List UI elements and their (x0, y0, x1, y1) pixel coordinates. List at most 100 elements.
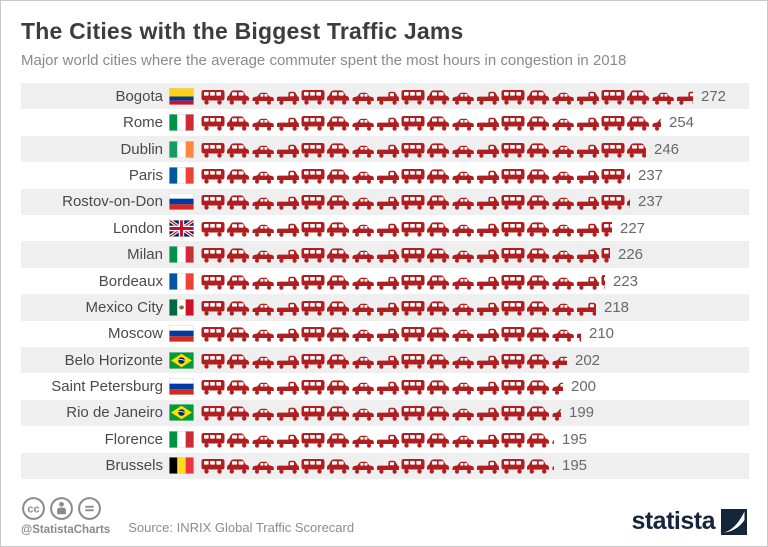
car-icon (301, 431, 325, 448)
car-pictogram-bar (201, 167, 630, 184)
chart-row: Brussels 195 (21, 452, 749, 479)
car-icon (476, 167, 500, 184)
car-icon (601, 220, 612, 237)
car-icon (401, 431, 425, 448)
car-icon (201, 167, 225, 184)
car-icon (276, 431, 300, 448)
car-icon (401, 325, 425, 342)
car-icon (376, 167, 400, 184)
car-icon (326, 141, 350, 158)
car-icon (676, 88, 693, 105)
car-icon (376, 404, 400, 421)
car-icon (526, 141, 550, 158)
car-icon (326, 114, 350, 131)
car-icon (376, 431, 400, 448)
car-pictogram-bar (201, 325, 581, 342)
value-label: 254 (669, 114, 695, 132)
car-icon (476, 193, 500, 210)
car-icon (426, 299, 450, 316)
car-icon (226, 167, 250, 184)
chart-row: Dublin 246 (21, 135, 749, 163)
car-icon (401, 220, 425, 237)
car-icon (251, 88, 275, 105)
car-icon (226, 141, 250, 158)
car-icon (276, 246, 300, 263)
chart-rows: Bogota 272 Rome 254 Dublin 246 Paris 237 Rostov-… (21, 83, 749, 479)
car-icon (451, 404, 475, 421)
car-icon (551, 299, 575, 316)
car-icon (351, 88, 375, 105)
car-icon (326, 193, 350, 210)
car-icon (451, 431, 475, 448)
chart-row: Paris 237 (21, 162, 749, 188)
car-icon (326, 431, 350, 448)
brazil-flag-icon (169, 404, 194, 422)
car-icon (551, 273, 575, 290)
car-icon (476, 88, 500, 105)
car-icon (251, 457, 275, 474)
car-icon (451, 88, 475, 105)
car-icon (251, 193, 275, 210)
brazil-flag-icon (169, 351, 194, 369)
car-icon (576, 88, 600, 105)
value-label: 218 (604, 298, 630, 316)
car-icon (201, 114, 225, 131)
car-pictogram-bar (201, 378, 563, 395)
car-icon (351, 378, 375, 395)
car-icon (576, 273, 600, 290)
car-icon (201, 404, 225, 421)
car-icon (551, 378, 563, 395)
car-icon (426, 193, 450, 210)
car-icon (276, 193, 300, 210)
car-icon (551, 325, 575, 342)
car-icon (576, 114, 600, 131)
car-icon (476, 114, 500, 131)
car-icon (426, 88, 450, 105)
city-label: Milan (127, 246, 163, 264)
car-icon (526, 299, 550, 316)
car-icon (226, 299, 250, 316)
car-icon (476, 352, 500, 369)
car-icon (376, 457, 400, 474)
car-icon (551, 114, 575, 131)
city-label: Bogota (115, 87, 163, 105)
svg-text:cc: cc (27, 503, 39, 515)
car-icon (326, 404, 350, 421)
car-icon (526, 114, 550, 131)
car-icon (476, 325, 500, 342)
car-icon (251, 141, 275, 158)
car-icon (576, 141, 600, 158)
cc-icon: cc (21, 496, 46, 521)
city-label: Rome (122, 114, 163, 132)
car-icon (301, 273, 325, 290)
car-icon (251, 431, 275, 448)
car-icon (551, 352, 567, 369)
car-icon (576, 193, 600, 210)
car-pictogram-bar (201, 457, 554, 474)
car-icon (526, 273, 550, 290)
car-icon (351, 246, 375, 263)
car-icon (626, 141, 646, 158)
car-icon (626, 167, 630, 184)
chart-row: Saint Petersburg 200 (21, 373, 749, 399)
car-icon (551, 431, 554, 448)
car-icon (401, 299, 425, 316)
value-label: 237 (638, 193, 664, 211)
car-icon (251, 378, 275, 395)
car-icon (626, 193, 630, 210)
italy-flag-icon (169, 246, 194, 264)
car-icon (501, 167, 525, 184)
italy-flag-icon (169, 114, 194, 132)
car-icon (201, 378, 225, 395)
car-icon (401, 114, 425, 131)
russia-flag-icon (169, 325, 194, 343)
car-icon (201, 299, 225, 316)
car-icon (526, 404, 550, 421)
car-icon (526, 193, 550, 210)
car-icon (201, 457, 225, 474)
car-icon (376, 378, 400, 395)
car-icon (476, 220, 500, 237)
car-icon (326, 167, 350, 184)
car-icon (351, 352, 375, 369)
car-icon (226, 325, 250, 342)
